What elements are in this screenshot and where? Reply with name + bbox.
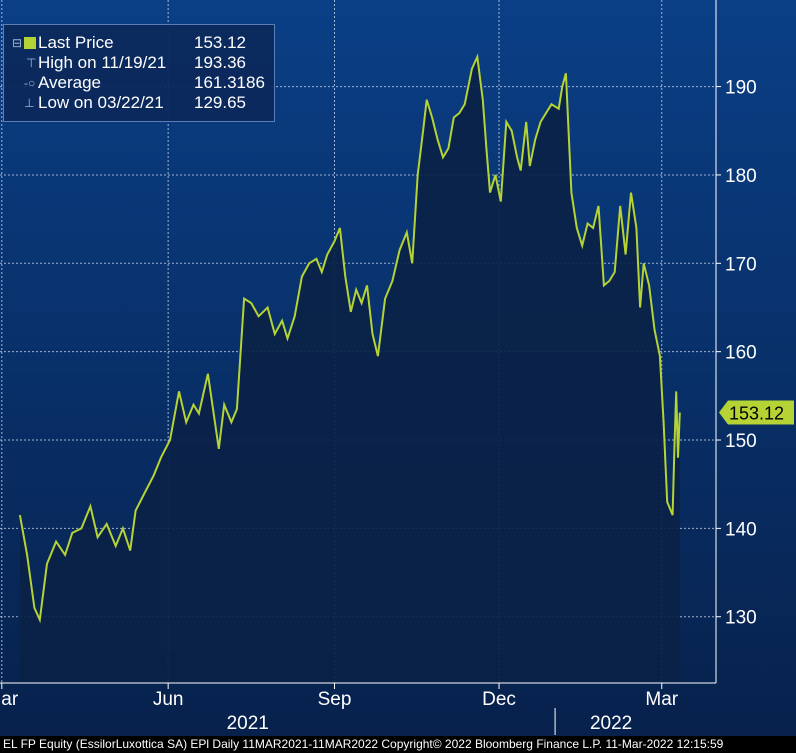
y-axis: 130 140 150 160 170 180 190 <box>716 78 757 629</box>
footer-bar: EL FP Equity (EssilorLuxottica SA) EPl D… <box>0 736 796 753</box>
legend-label: Last Price <box>38 33 114 52</box>
x-tick-label: Dec <box>482 689 516 710</box>
last-price-tag: 153.12 <box>719 400 794 425</box>
y-tick-label: 140 <box>725 519 757 540</box>
collapse-box-icon[interactable]: ⊟ <box>12 36 23 50</box>
x-axis: Mar Jun Sep Dec Mar <box>0 683 679 710</box>
low-marker-icon: ⊥ <box>24 96 35 110</box>
legend-label: Average <box>38 73 102 92</box>
price-line <box>18 53 681 624</box>
year-axis: 2021 2022 <box>227 708 632 735</box>
y-tick-label: 130 <box>725 608 757 629</box>
average-marker-icon: -○ <box>24 76 36 90</box>
x-tick-label: Mar <box>645 689 678 710</box>
year-label: 2022 <box>590 713 632 734</box>
x-tick-label: Sep <box>318 689 352 710</box>
price-area-fill <box>19 56 680 683</box>
legend: ⊟ Last Price 153.12 ⊤ High on 11/19/21 1… <box>3 24 275 122</box>
last-price-tag-shape <box>719 400 794 425</box>
green-square-icon <box>24 37 36 49</box>
legend-label: Low on 03/22/21 <box>38 93 164 112</box>
y-tick-label: 190 <box>725 78 757 99</box>
x-tick-label: Mar <box>0 689 19 710</box>
y-tick-label: 170 <box>725 254 757 275</box>
last-price-tag-label: 153.12 <box>729 403 784 423</box>
y-tick-label: 160 <box>725 343 757 364</box>
x-tick-label: Jun <box>153 689 184 710</box>
legend-value: 161.3186 <box>194 73 265 92</box>
legend-value: 129.65 <box>194 93 246 112</box>
legend-value: 193.36 <box>194 53 246 72</box>
year-label: 2021 <box>227 713 269 734</box>
legend-value: 153.12 <box>194 33 246 52</box>
y-tick-label: 180 <box>725 166 757 187</box>
legend-label: High on 11/19/21 <box>38 53 167 72</box>
high-marker-icon: ⊤ <box>26 56 37 70</box>
y-tick-label: 150 <box>725 431 757 452</box>
